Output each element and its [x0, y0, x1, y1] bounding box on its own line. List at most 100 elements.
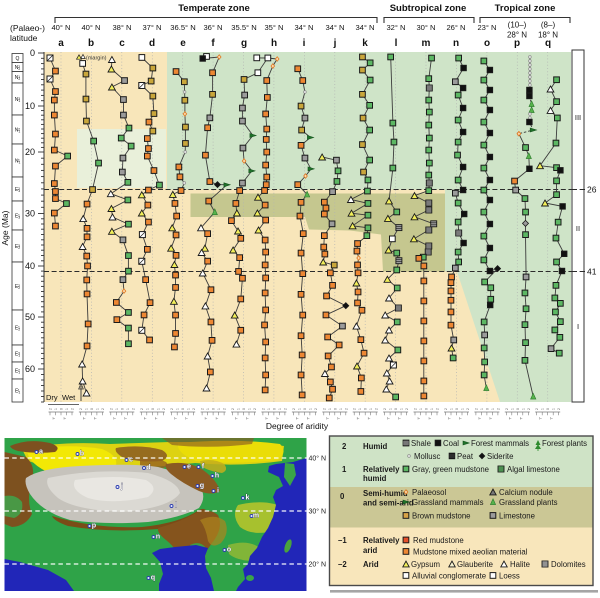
svg-text:40: 40: [25, 261, 35, 271]
svg-text:0: 0: [333, 408, 337, 410]
svg-text:Mudstone mixed aeolian materia: Mudstone mixed aeolian material: [413, 548, 528, 557]
svg-text:humid: humid: [363, 474, 387, 483]
svg-text:20: 20: [25, 147, 35, 157]
svg-text:0: 0: [272, 408, 276, 410]
svg-text:o: o: [484, 38, 490, 49]
svg-text:–2: –2: [338, 560, 347, 569]
svg-text:II: II: [576, 224, 580, 233]
svg-text:l: l: [175, 501, 177, 510]
svg-text:34° N: 34° N: [325, 23, 344, 32]
svg-text:1: 1: [297, 408, 301, 410]
svg-text:N12: N12: [15, 127, 21, 133]
svg-text:30: 30: [25, 209, 35, 219]
svg-text:Gray, green mudstone: Gray, green mudstone: [412, 465, 489, 474]
svg-text:1: 1: [552, 408, 556, 410]
svg-text:1: 1: [115, 408, 119, 410]
svg-text:2: 2: [405, 408, 409, 410]
svg-text:2: 2: [496, 408, 500, 410]
svg-text:30° N: 30° N: [309, 508, 327, 516]
svg-text:0: 0: [303, 408, 307, 410]
svg-text:0: 0: [242, 408, 246, 410]
svg-text:Algal limestone: Algal limestone: [507, 465, 560, 474]
svg-text:Relatively: Relatively: [363, 465, 400, 474]
svg-text:1: 1: [237, 408, 241, 410]
svg-text:2: 2: [192, 408, 196, 410]
svg-text:e: e: [187, 462, 191, 471]
svg-text:0: 0: [212, 408, 216, 410]
svg-text:0: 0: [120, 408, 124, 410]
svg-text:2: 2: [557, 408, 561, 410]
svg-text:20° N: 20° N: [309, 561, 327, 569]
svg-text:a: a: [39, 447, 44, 456]
svg-text:Mollusc: Mollusc: [414, 452, 441, 461]
svg-text:n: n: [156, 532, 160, 541]
svg-text:Wet: Wet: [62, 393, 76, 402]
svg-text:2: 2: [342, 442, 347, 451]
svg-text:III: III: [575, 113, 581, 122]
svg-text:I: I: [577, 322, 579, 331]
svg-text:1: 1: [430, 408, 434, 410]
svg-text:0: 0: [181, 408, 185, 410]
svg-text:1: 1: [400, 408, 404, 410]
svg-text:Brown mudstone: Brown mudstone: [412, 512, 471, 521]
svg-text:g: g: [200, 481, 204, 490]
svg-text:i: i: [217, 486, 219, 495]
svg-text:35.5° N: 35.5° N: [231, 23, 256, 32]
svg-text:1: 1: [267, 408, 271, 410]
svg-text:1: 1: [510, 408, 514, 410]
svg-text:1: 1: [450, 408, 454, 410]
svg-text:Subtropical zone: Subtropical zone: [390, 3, 467, 14]
svg-text:1: 1: [491, 408, 495, 410]
svg-text:2: 2: [414, 408, 418, 410]
svg-text:Humid: Humid: [363, 442, 387, 451]
svg-text:32° N: 32° N: [386, 23, 405, 32]
svg-text:N11: N11: [15, 158, 21, 164]
svg-text:2: 2: [79, 408, 83, 410]
svg-text:Temperate zone: Temperate zone: [178, 3, 250, 14]
svg-text:Loess: Loess: [499, 572, 520, 581]
svg-text:Dry: Dry: [46, 393, 58, 402]
svg-text:1: 1: [369, 408, 373, 410]
svg-text:50: 50: [25, 312, 35, 322]
svg-text:h: h: [215, 471, 219, 480]
svg-text:2: 2: [292, 408, 296, 410]
svg-text:1: 1: [187, 408, 191, 410]
svg-text:2: 2: [101, 408, 105, 410]
svg-text:f: f: [202, 462, 205, 471]
svg-text:i: i: [303, 38, 306, 49]
svg-text:c: c: [119, 38, 125, 49]
svg-text:Arid: Arid: [363, 560, 379, 569]
svg-text:0: 0: [394, 408, 398, 410]
svg-text:d: d: [146, 463, 150, 472]
svg-text:1: 1: [389, 408, 393, 410]
svg-text:0: 0: [340, 492, 345, 501]
svg-text:l: l: [395, 38, 398, 49]
svg-text:36° N: 36° N: [203, 23, 222, 32]
svg-text:2: 2: [253, 408, 257, 410]
svg-text:2: 2: [353, 408, 357, 410]
svg-text:E31: E31: [15, 213, 20, 219]
svg-text:g: g: [241, 38, 247, 49]
svg-text:Q: Q: [16, 56, 20, 62]
svg-text:2: 2: [49, 408, 53, 410]
svg-text:1: 1: [461, 408, 465, 410]
svg-text:40° N: 40° N: [81, 23, 100, 32]
svg-text:2: 2: [201, 408, 205, 410]
svg-text:2: 2: [444, 408, 448, 410]
svg-text:2: 2: [344, 408, 348, 410]
svg-text:Gypsum: Gypsum: [411, 560, 440, 569]
svg-text:1: 1: [342, 465, 347, 474]
svg-text:Palaeosol: Palaeosol: [412, 488, 447, 497]
svg-text:1: 1: [278, 408, 282, 410]
svg-text:1: 1: [480, 408, 484, 410]
svg-text:m: m: [422, 38, 431, 49]
svg-text:1: 1: [145, 408, 149, 410]
svg-text:e: e: [180, 38, 186, 49]
svg-text:(10–): (10–): [508, 21, 527, 30]
svg-text:b: b: [88, 38, 94, 49]
svg-text:2: 2: [505, 408, 509, 410]
svg-text:a: a: [58, 38, 64, 49]
svg-text:10: 10: [25, 101, 35, 111]
svg-text:E23: E23: [15, 244, 20, 250]
svg-text:Relatively: Relatively: [363, 536, 400, 545]
